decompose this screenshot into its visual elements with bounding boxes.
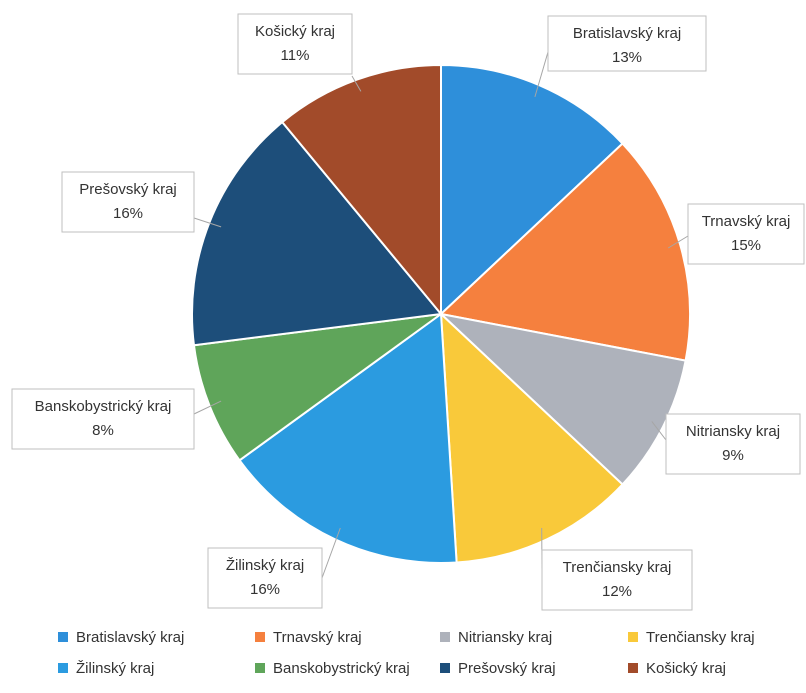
legend-label: Trenčiansky kraj: [646, 629, 755, 646]
callout-kosicky-kraj: Košický kraj 11%: [237, 13, 353, 75]
legend-item-zilinsky-kraj: Žilinský kraj: [58, 660, 154, 677]
legend-swatch: [255, 663, 265, 673]
legend-label: Banskobystrický kraj: [273, 660, 410, 677]
legend: Bratislavský kraj Trnavský kraj Nitriansky…: [58, 629, 755, 677]
callout-zilinsky-kraj: Žilinský kraj 16%: [207, 547, 323, 609]
callout-label: Bratislavský kraj: [573, 25, 681, 42]
legend-swatch: [628, 632, 638, 642]
legend-label: Prešovský kraj: [458, 660, 556, 677]
pie-slice-banskobystricky-kraj: [192, 313, 442, 462]
callout-trnavsky-kraj: Trnavský kraj 15%: [687, 203, 805, 265]
callout-percent: 9%: [722, 447, 744, 464]
legend-item-presovsky-kraj: Prešovský kraj: [440, 660, 556, 677]
pie-slice-trenciansky-kraj: [439, 311, 624, 564]
legend-label: Trnavský kraj: [273, 629, 362, 646]
callout-nitriansky-kraj: Nitriansky kraj 9%: [665, 413, 801, 475]
legend-item-kosicky-kraj: Košický kraj: [628, 660, 726, 677]
callout-label: Trenčiansky kraj: [563, 559, 672, 576]
callout-box: [687, 203, 805, 265]
legend-swatch: [440, 632, 450, 642]
pie-slice-presovsky-kraj: [191, 120, 443, 347]
callout-percent: 15%: [731, 237, 761, 254]
leader-line-nitriansky-kraj: [651, 421, 667, 441]
callout-label: Banskobystrický kraj: [35, 398, 172, 415]
leader-line-trnavsky-kraj: [667, 235, 689, 249]
legend-item-trenciansky-kraj: Trenčiansky kraj: [628, 629, 755, 646]
legend-item-trnavsky-kraj: Trnavský kraj: [255, 629, 362, 646]
legend-item-nitriansky-kraj: Nitriansky kraj: [440, 629, 552, 646]
legend-label: Nitriansky kraj: [458, 629, 552, 646]
callout-box: [237, 13, 353, 75]
legend-swatch: [58, 632, 68, 642]
leader-line-zilinsky-kraj: [321, 527, 341, 579]
callout-label: Trnavský kraj: [702, 213, 791, 230]
legend-swatch: [628, 663, 638, 673]
legend-swatch: [440, 663, 450, 673]
pie-slices: [191, 63, 691, 564]
callout-percent: 16%: [250, 581, 280, 598]
leader-line-banskobystricky-kraj: [193, 400, 222, 415]
pie-slice-trnavsky-kraj: [438, 142, 691, 362]
callout-labels: Bratislavský kraj 13% Trnavský kraj 15% Nitr…: [11, 13, 805, 611]
legend-swatch: [58, 663, 68, 673]
callout-percent: 13%: [612, 49, 642, 66]
callout-bratislavsky-kraj: Bratislavský kraj 13%: [547, 15, 707, 72]
legend-item-banskobystricky-kraj: Banskobystrický kraj: [255, 660, 410, 677]
callout-presovsky-kraj: Prešovský kraj 16%: [61, 171, 195, 233]
legend-swatch: [255, 632, 265, 642]
leader-line-bratislavsky-kraj: [534, 51, 549, 98]
callout-label: Žilinský kraj: [226, 557, 304, 574]
callout-leaders: [193, 51, 689, 579]
callout-label: Prešovský kraj: [79, 181, 177, 198]
legend-label: Žilinský kraj: [76, 660, 154, 677]
callout-label: Košický kraj: [255, 23, 335, 40]
callout-percent: 12%: [602, 583, 632, 600]
callout-box: [61, 171, 195, 233]
pie-slice-nitriansky-kraj: [437, 312, 687, 486]
leader-line-kosicky-kraj: [351, 75, 362, 92]
callout-banskobystricky-kraj: Banskobystrický kraj 8%: [11, 388, 195, 450]
callout-label: Nitriansky kraj: [686, 423, 780, 440]
callout-box: [665, 413, 801, 475]
pie-slice-zilinsky-kraj: [238, 312, 458, 564]
callout-box: [541, 549, 693, 611]
pie-slice-bratislavsky-kraj: [440, 63, 624, 317]
legend-item-bratislavsky-kraj: Bratislavský kraj: [58, 629, 184, 646]
callout-percent: 11%: [281, 47, 310, 64]
callout-trenciansky-kraj: Trenčiansky kraj 12%: [541, 549, 693, 611]
legend-label: Bratislavský kraj: [76, 629, 184, 646]
callout-percent: 8%: [92, 422, 114, 439]
leader-line-presovsky-kraj: [193, 217, 222, 228]
callout-box: [11, 388, 195, 450]
callout-box: [207, 547, 323, 609]
callout-box: [547, 15, 707, 72]
legend-label: Košický kraj: [646, 660, 726, 677]
callout-percent: 16%: [113, 205, 143, 222]
pie-slice-kosicky-kraj: [280, 63, 442, 317]
